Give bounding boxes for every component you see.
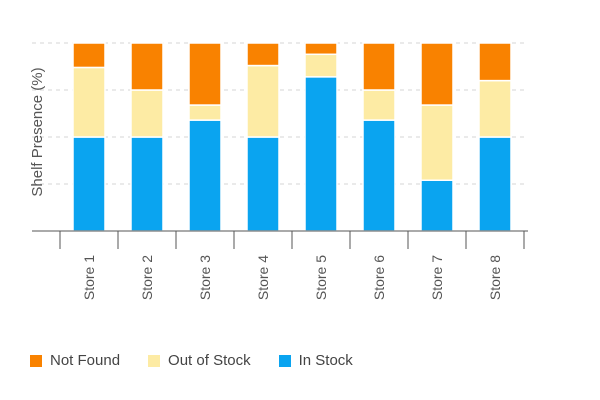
bar-segment-out-of-stock (72, 66, 106, 138)
x-axis: Store 1 Store 2 Store 3 Store 4 Store 5 Store… (32, 230, 528, 300)
bar-segment-not-found (478, 42, 512, 82)
bar-segment-out-of-stock (130, 89, 164, 138)
bar-segment-not-found (72, 42, 106, 69)
x-tick-label: Store 2 (139, 255, 155, 300)
bar-segment-not-found (304, 42, 338, 56)
bar-segment-out-of-stock (304, 53, 338, 78)
legend-item: Out of Stock (148, 352, 251, 369)
bar-segment-in-stock (420, 179, 454, 232)
bar-segment-not-found (130, 42, 164, 91)
x-tick-label: Store 7 (429, 255, 445, 300)
bar-segment-out-of-stock (362, 89, 396, 121)
legend-item: In Stock (278, 352, 353, 369)
x-tick-label: Store 1 (81, 255, 97, 300)
bar-segment-out-of-stock (246, 64, 280, 138)
legend-swatch (278, 354, 291, 367)
y-axis-label: Shelf Presence (%) (29, 67, 46, 196)
bar-segment-in-stock (130, 136, 164, 232)
bar-segment-out-of-stock (478, 79, 512, 138)
bar-segment-in-stock (304, 76, 338, 232)
bar-segment-out-of-stock (420, 104, 454, 181)
bar-segment-in-stock (188, 119, 222, 232)
bar-segment-not-found (188, 42, 222, 106)
legend-label: In Stock (298, 352, 353, 369)
legend-label: Not Found (50, 352, 121, 369)
bar-segment-not-found (362, 42, 396, 91)
x-tick-label: Store 8 (487, 255, 503, 300)
bar-segment-in-stock (72, 136, 106, 232)
x-tick-label: Store 4 (255, 255, 271, 300)
bar-segment-not-found (246, 42, 280, 67)
x-tick-label: Store 3 (197, 255, 213, 300)
bar-segment-not-found (420, 42, 454, 106)
legend-label: Out of Stock (168, 352, 251, 369)
bar-segment-out-of-stock (188, 104, 222, 121)
x-tick-label: Store 5 (313, 255, 329, 300)
x-tick-label: Store 6 (371, 255, 387, 300)
bar-segment-in-stock (362, 119, 396, 232)
legend: Not Found Out of Stock In Stock (30, 352, 381, 369)
gridlines (32, 42, 528, 185)
legend-item: Not Found (30, 352, 120, 369)
legend-swatch (148, 354, 161, 367)
bars (72, 42, 512, 232)
bar-segment-in-stock (478, 136, 512, 232)
bar-segment-in-stock (246, 136, 280, 232)
legend-swatch (30, 354, 42, 367)
